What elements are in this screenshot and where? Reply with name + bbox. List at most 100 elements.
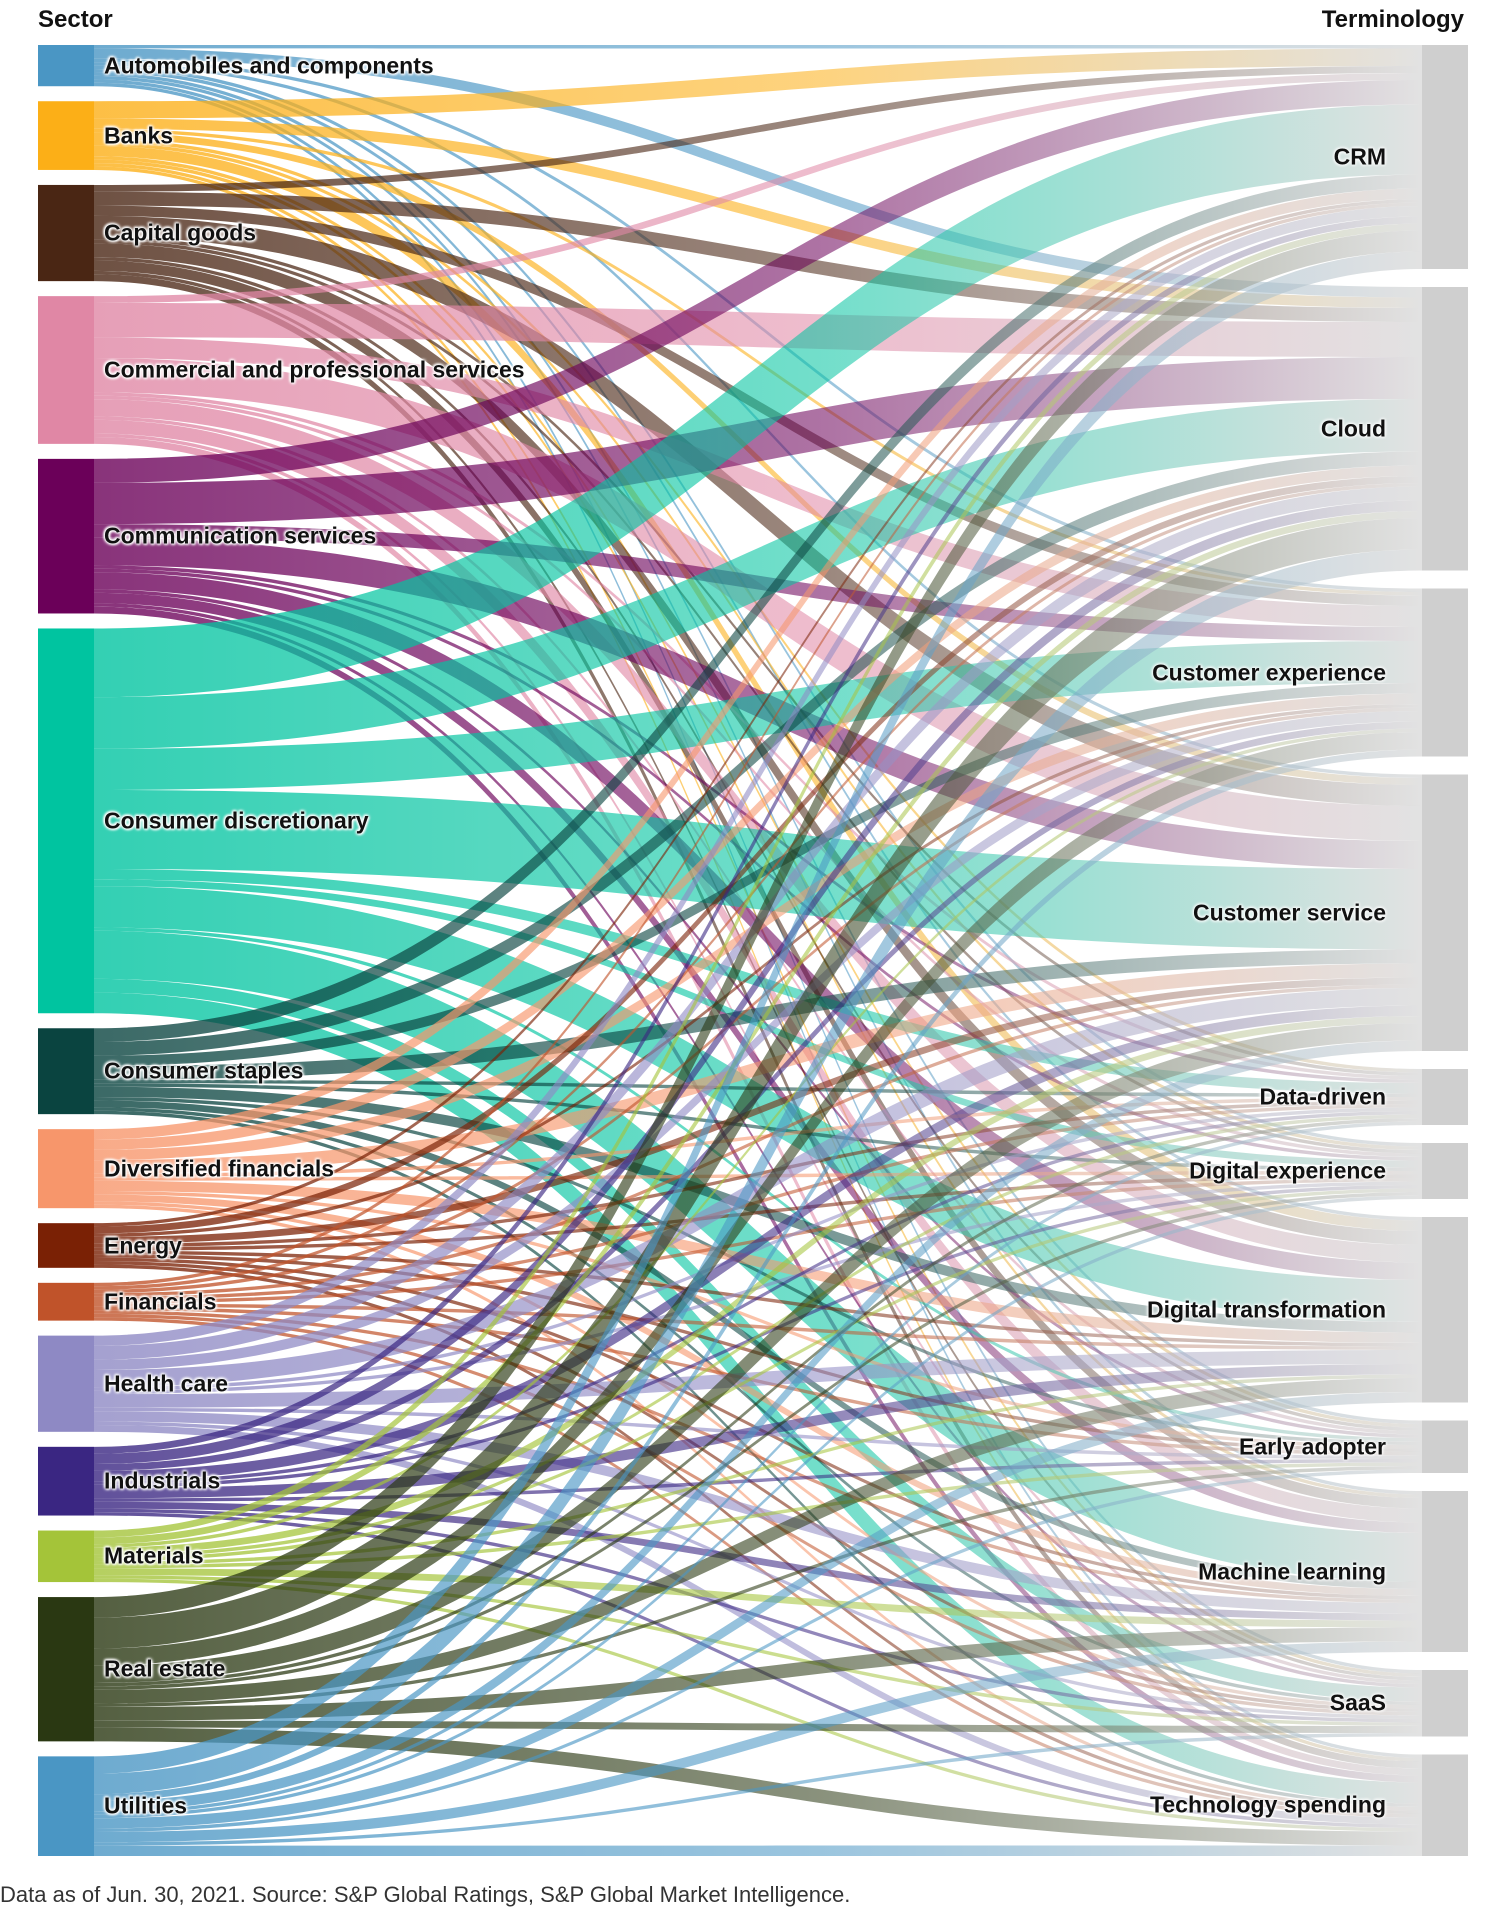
flow-real-estate-to-cloud — [94, 518, 1422, 1649]
flow-financials-to-crm — [94, 202, 1422, 1287]
flow-industrials-to-machine-learning — [94, 1501, 1422, 1621]
flow-health-care-to-customer-experience — [94, 711, 1422, 1370]
source-label: Real estate — [104, 1655, 226, 1682]
source-label: Industrials — [104, 1467, 221, 1494]
flow-real-estate-to-early-adopter — [94, 1466, 1422, 1708]
source-label: Consumer discretionary — [104, 807, 369, 834]
flow-banks-to-digital-experience — [94, 142, 1422, 1150]
flow-consumer-discretionary-to-cloud — [94, 399, 1422, 749]
target-node-digital-transformation — [1422, 1217, 1468, 1403]
flow-banks-to-customer-experience — [94, 128, 1422, 596]
flow-banks-to-technology-spending — [94, 166, 1422, 1762]
source-node-consumer-discretionary — [38, 628, 94, 1014]
flow-utilities-to-data-driven — [94, 1121, 1422, 1815]
flow-industrials-to-early-adopter — [94, 1459, 1422, 1502]
target-node-crm — [1422, 45, 1468, 269]
source-node-energy — [38, 1223, 94, 1268]
flow-utilities-to-early-adopter — [94, 1469, 1422, 1832]
target-label: Early adopter — [1239, 1433, 1386, 1460]
flow-health-care-to-technology-spending — [94, 1424, 1422, 1825]
source-label: Financials — [104, 1288, 217, 1315]
flow-consumer-discretionary-to-customer-experience — [94, 641, 1422, 790]
flow-health-care-to-customer-service — [94, 988, 1422, 1388]
flow-diversified-financials-to-digital-transformation — [94, 1180, 1422, 1343]
source-label: Automobiles and components — [104, 52, 434, 79]
flow-automobiles-and-components-to-machine-learning — [94, 75, 1422, 1495]
flow-consumer-discretionary-to-digital-transformation — [94, 886, 1422, 1322]
flow-banks-to-early-adopter — [94, 156, 1422, 1428]
flow-industrials-to-saas — [94, 1508, 1422, 1723]
flow-communication-services-to-saas — [94, 603, 1422, 1688]
source-node-real-estate — [38, 1597, 94, 1742]
source-node-commercial-and-professional-services — [38, 296, 94, 444]
flow-capital-goods-to-cloud — [94, 191, 1422, 322]
source-label: Health care — [104, 1370, 229, 1397]
flow-consumer-staples-to-saas — [94, 1107, 1422, 1705]
flow-real-estate-to-data-driven — [94, 1118, 1422, 1687]
flow-consumer-staples-to-digital-experience — [94, 1083, 1422, 1171]
flow-diversified-financials-to-crm — [94, 188, 1422, 1140]
target-label: Customer experience — [1152, 659, 1386, 685]
source-node-industrials — [38, 1446, 94, 1516]
source-label: Diversified financials — [104, 1155, 335, 1182]
sankey-nodes — [38, 45, 1468, 1856]
flow-real-estate-to-customer-service — [94, 1023, 1422, 1683]
flow-consumer-discretionary-to-digital-experience — [94, 879, 1422, 1168]
flow-commercial-and-professional-services-to-crm — [94, 73, 1422, 304]
flow-materials-to-customer-service — [94, 1016, 1422, 1555]
flow-automobiles-and-components-to-cloud — [94, 48, 1422, 298]
source-node-financials — [38, 1282, 94, 1321]
flow-financials-to-cloud — [94, 483, 1422, 1290]
flow-financials-to-machine-learning — [94, 1310, 1422, 1603]
flow-capital-goods-to-customer-service — [94, 215, 1422, 806]
target-node-saas — [1422, 1670, 1468, 1737]
source-label: Capital goods — [104, 219, 257, 246]
target-label: Machine learning — [1198, 1558, 1386, 1584]
flow-real-estate-to-machine-learning — [94, 1627, 1422, 1721]
target-label: Digital experience — [1189, 1157, 1386, 1184]
source-label: Energy — [104, 1232, 182, 1258]
flow-materials-to-crm — [94, 223, 1422, 1538]
flow-commercial-and-professional-services-to-cloud — [94, 303, 1422, 357]
flow-utilities-to-technology-spending — [94, 1845, 1422, 1856]
flow-utilities-to-crm — [94, 251, 1422, 1774]
flow-energy-to-crm — [94, 199, 1422, 1227]
flow-industrials-to-customer-service — [94, 1005, 1422, 1482]
flow-consumer-staples-to-cloud — [94, 451, 1422, 1056]
target-node-cloud — [1422, 287, 1468, 571]
flow-utilities-to-customer-experience — [94, 749, 1422, 1802]
flow-communication-services-to-crm — [94, 80, 1422, 483]
flow-banks-to-crm — [94, 48, 1422, 119]
flow-industrials-to-crm — [94, 216, 1422, 1454]
flow-consumer-discretionary-to-crm — [94, 104, 1422, 698]
flow-diversified-financials-to-saas — [94, 1201, 1422, 1709]
flow-diversified-financials-to-machine-learning — [94, 1194, 1422, 1596]
sector-header: Sector — [38, 6, 113, 33]
flow-energy-to-digital-experience — [94, 1174, 1422, 1251]
flow-utilities-to-digital-experience — [94, 1195, 1422, 1819]
flow-energy-to-saas — [94, 1260, 1422, 1712]
flow-real-estate-to-technology-spending — [94, 1727, 1422, 1846]
flow-capital-goods-to-crm — [94, 66, 1422, 192]
flow-financials-to-customer-experience — [94, 707, 1422, 1294]
flow-materials-to-early-adopter — [94, 1462, 1422, 1569]
flow-financials-to-digital-transformation — [94, 1303, 1422, 1350]
footnote: Data as of Jun. 30, 2021. Source: S&P Gl… — [0, 1882, 851, 1907]
target-node-machine-learning — [1422, 1491, 1468, 1652]
flow-communication-services-to-cloud — [94, 357, 1422, 525]
flow-automobiles-and-components-to-crm — [94, 45, 1422, 49]
flow-utilities-to-saas — [94, 1733, 1422, 1846]
source-node-consumer-staples — [38, 1028, 94, 1115]
source-node-utilities — [38, 1756, 94, 1856]
target-node-data-driven — [1422, 1069, 1468, 1125]
target-node-customer-experience — [1422, 588, 1468, 757]
flow-real-estate-to-digital-transformation — [94, 1378, 1422, 1704]
flow-materials-to-technology-spending — [94, 1578, 1422, 1832]
flow-materials-to-digital-experience — [94, 1188, 1422, 1562]
terminology-header: Terminology — [1321, 6, 1464, 33]
flow-utilities-to-customer-service — [94, 1040, 1422, 1812]
target-node-early-adopter — [1422, 1420, 1468, 1473]
source-node-diversified-financials — [38, 1129, 94, 1209]
flow-communication-services-to-data-driven — [94, 565, 1422, 1083]
